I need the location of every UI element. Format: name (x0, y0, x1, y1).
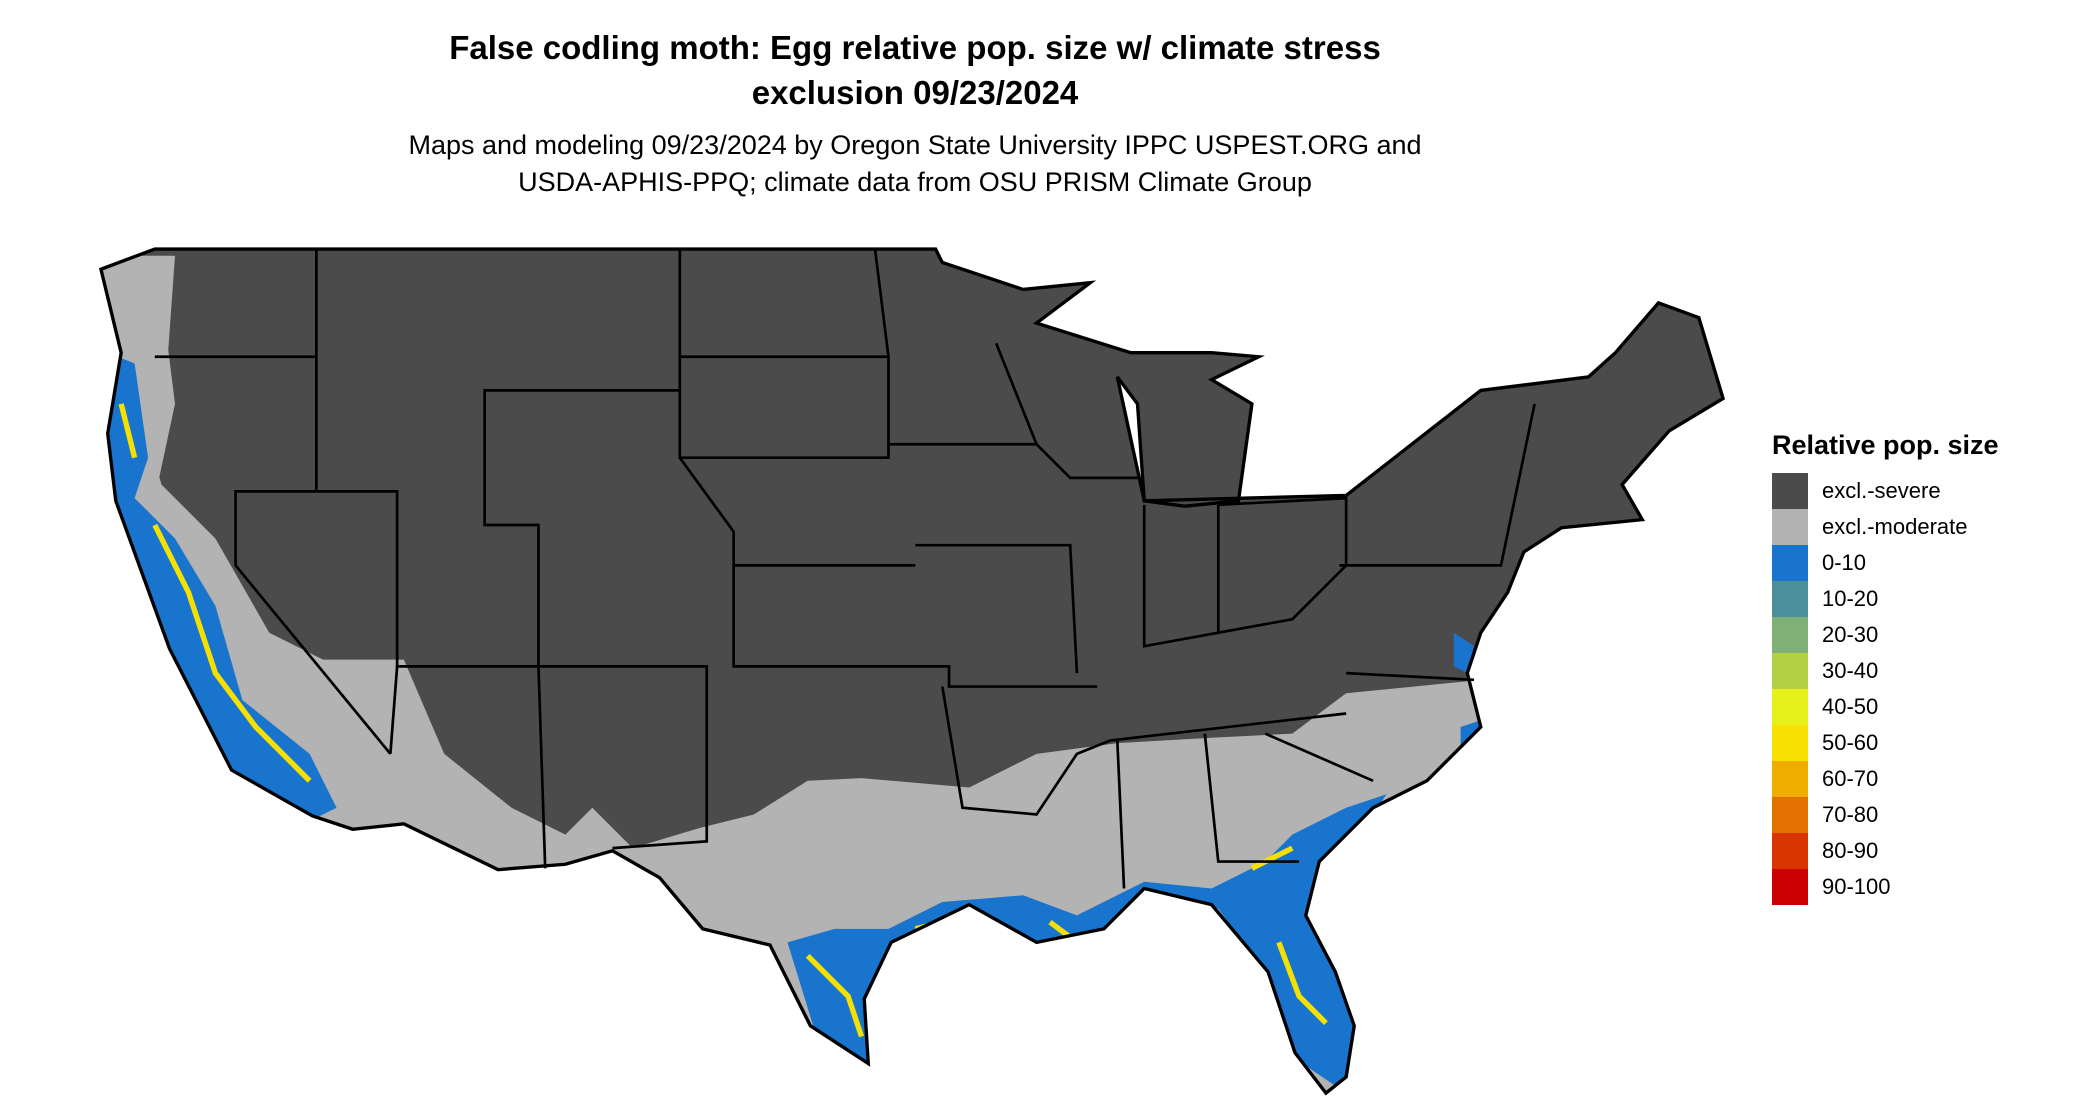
legend-label: 10-20 (1822, 586, 1879, 611)
legend: Relative pop. size excl.-severe excl.-mod… (1772, 430, 1999, 905)
legend-item: 40-50 (1772, 689, 1999, 725)
legend-label: 90-100 (1822, 874, 1891, 899)
legend-label: 80-90 (1822, 838, 1879, 863)
legend-item: 60-70 (1772, 761, 1999, 797)
legend-item: 80-90 (1772, 833, 1999, 869)
legend-swatch (1772, 797, 1808, 833)
legend-label: 0-10 (1822, 550, 1867, 575)
legend-item: 70-80 (1772, 797, 1999, 833)
map-title: False codling moth: Egg relative pop. si… (0, 25, 1830, 115)
map-subtitle: Maps and modeling 09/23/2024 by Oregon S… (0, 127, 1830, 201)
legend-label: 70-80 (1822, 802, 1879, 827)
legend-item: 90-100 (1772, 869, 1999, 905)
legend-swatch (1772, 473, 1808, 509)
legend-swatch (1772, 617, 1808, 653)
legend-swatch (1772, 869, 1808, 905)
suitable-area-gulf-coast (787, 794, 1387, 1094)
legend-label: 50-60 (1822, 730, 1879, 755)
legend-label: excl.-severe (1822, 478, 1941, 503)
subtitle-line-1: Maps and modeling 09/23/2024 by Oregon S… (408, 130, 1422, 160)
suitable-area-chesapeake (1453, 632, 1481, 754)
legend-title: Relative pop. size (1772, 430, 1999, 460)
legend-label: 60-70 (1822, 766, 1879, 791)
legend-item: 50-60 (1772, 725, 1999, 761)
legend-swatch (1772, 689, 1808, 725)
legend-swatch (1772, 725, 1808, 761)
title-line-2: exclusion 09/23/2024 (751, 74, 1079, 111)
legend-swatch (1772, 545, 1808, 581)
legend-label: excl.-moderate (1822, 514, 1968, 539)
legend-label: 30-40 (1822, 658, 1879, 683)
legend-item: excl.-moderate (1772, 509, 1999, 545)
state-borders (154, 248, 1536, 889)
legend-item: 30-40 (1772, 653, 1999, 689)
legend-swatch (1772, 509, 1808, 545)
legend-swatch (1772, 833, 1808, 869)
legend-label: 20-30 (1822, 622, 1879, 647)
legend-item: 10-20 (1772, 581, 1999, 617)
title-line-1: False codling moth: Egg relative pop. si… (449, 29, 1381, 66)
legend-swatch (1772, 761, 1808, 797)
legend-item: 0-10 (1772, 545, 1999, 581)
legend-swatch (1772, 581, 1808, 617)
legend-label: 40-50 (1822, 694, 1879, 719)
legend-item: 20-30 (1772, 617, 1999, 653)
legend-item: excl.-severe (1772, 473, 1999, 509)
subtitle-line-2: USDA-APHIS-PPQ; climate data from OSU PR… (518, 167, 1312, 197)
legend-swatch (1772, 653, 1808, 689)
